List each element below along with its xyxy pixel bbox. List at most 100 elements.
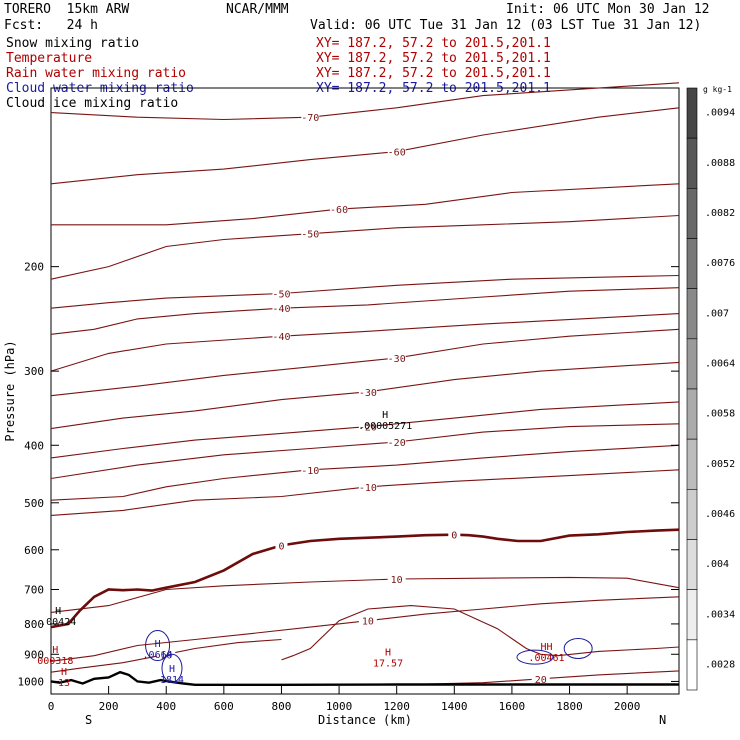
extremum-marker: H [382, 410, 388, 421]
xy-cloud-water: XY= 187.2, 57.2 to 201.5,201.1 [316, 66, 551, 81]
colorbar-segment [686, 338, 698, 390]
contour-label-bg [531, 672, 550, 684]
cloud-water-contour [516, 649, 554, 665]
colorbar-unit: g kg-1 [703, 85, 732, 94]
header-org: NCAR/MMM [226, 2, 289, 17]
temperature-contour [281, 605, 680, 661]
y-tick-label: 700 [24, 584, 44, 597]
temperature-contour [50, 287, 680, 335]
extremum-value: 000318 [37, 656, 73, 667]
contour-label-bg [387, 145, 406, 157]
x-tick-label: 1000 [326, 700, 353, 713]
y-tick-label: 200 [24, 261, 44, 274]
colorbar-segment [686, 639, 698, 691]
contour-label-bg [272, 287, 291, 299]
temperature-contour [50, 361, 680, 430]
x-tick-label: 2000 [614, 700, 641, 713]
header-valid: Valid: 06 UTC Tue 31 Jan 12 (03 LST Tue … [310, 18, 702, 33]
x-tick-label: 1800 [556, 700, 583, 713]
freezing-level-label: 0 [278, 541, 284, 552]
extremum-marker: HH [540, 642, 552, 653]
contour-label-bg [358, 480, 377, 492]
terrain-line [50, 670, 679, 686]
contour-label: -10 [301, 466, 319, 477]
extremum-marker: H [169, 664, 175, 675]
x-tick-label: 200 [99, 700, 119, 713]
y-tick-label: 1000 [18, 675, 45, 688]
temperature-contour [50, 469, 680, 516]
extremum-value: .0664 [143, 650, 173, 661]
colorbar-segment [686, 489, 698, 540]
contour-label: -60 [388, 148, 406, 159]
colorbar-tick-label: .0088 [705, 158, 735, 169]
colorbar-segment [686, 188, 698, 239]
colorbar-segment [686, 288, 698, 340]
extremum-marker: H [52, 645, 58, 656]
colorbar-tick-label: .004 [705, 559, 729, 570]
colorbar-segment [686, 137, 698, 189]
extremum-marker: H [55, 606, 61, 617]
extremum-value: 1814 [160, 675, 184, 686]
contour-label: -70 [301, 113, 319, 124]
contour-label-bg [358, 385, 377, 397]
cloud-water-contour [145, 630, 171, 662]
x-tick-label: 1200 [383, 700, 410, 713]
header-model: TORERO 15km ARW [4, 2, 130, 17]
x-tick-label: 600 [214, 700, 234, 713]
contour-label: 10 [391, 575, 403, 586]
contour-label-bg [157, 648, 176, 660]
cloud-water-contour [161, 653, 183, 683]
colorbar-segment [686, 87, 698, 139]
temperature-contour [50, 313, 680, 372]
temperature-contour [51, 183, 680, 226]
temperature-contour [50, 596, 680, 662]
contour-label-bg [301, 463, 320, 475]
contour-label-bg [387, 351, 406, 363]
colorbar-tick-label: .0052 [705, 459, 735, 470]
y-tick-label: 800 [24, 618, 44, 631]
extremum-value: 17.57 [373, 659, 403, 670]
contour-label: -50 [272, 290, 290, 301]
field-snow: Snow mixing ratio [6, 36, 140, 51]
extremum-marker: H [155, 639, 161, 650]
freezing-level-label: 0 [451, 531, 457, 542]
colorbar-segment [686, 539, 698, 590]
field-temperature: Temperature [6, 51, 93, 66]
endpoint-right: N [659, 713, 666, 727]
contour-label: 20 [535, 675, 547, 686]
contour-label-bg [301, 227, 320, 239]
contour-label: -30 [359, 388, 377, 399]
colorbar-tick-label: .0046 [705, 509, 735, 520]
colorbar-tick-label: .0028 [705, 659, 735, 670]
x-axis-title: Distance (km) [318, 713, 412, 727]
contour-label: -20 [388, 438, 406, 449]
colorbar-tick-label: .007 [705, 308, 729, 319]
colorbar-segment [686, 438, 698, 490]
colorbar-tick-label: .0076 [705, 258, 735, 269]
colorbar-tick-label: .0034 [705, 609, 735, 620]
colorbar-tick-label: .0058 [705, 409, 735, 420]
contour-label: -10 [359, 483, 377, 494]
y-tick-label: 400 [24, 439, 44, 452]
contour-label: 10 [362, 617, 374, 628]
xy-rain: XY= 187.2, 57.2 to 201.5,201.1 [316, 51, 551, 66]
extremum-marker: H [385, 648, 391, 659]
temperature-contour [50, 423, 680, 480]
temperature-contour [50, 576, 680, 613]
contour-label-bg [330, 203, 349, 215]
colorbar-segment [686, 388, 698, 440]
freezing-level-contour [50, 528, 680, 629]
colorbar-tick-label: .0082 [705, 208, 735, 219]
header-fcst: Fcst: 24 h [4, 18, 98, 33]
extremum-marker: H [61, 667, 67, 678]
header-init: Init: 06 UTC Mon 30 Jan 12 [506, 2, 710, 17]
temperature-contour [50, 274, 680, 309]
contour-label-bg [272, 330, 291, 342]
contour-label: -50 [301, 230, 319, 241]
x-tick-label: 400 [156, 700, 176, 713]
plot-frame [50, 87, 680, 695]
field-rain: Rain water mixing ratio [6, 66, 187, 81]
x-tick-label: 1400 [441, 700, 468, 713]
extremum-value: 13 [58, 678, 70, 689]
contour-label: -30 [388, 354, 406, 365]
